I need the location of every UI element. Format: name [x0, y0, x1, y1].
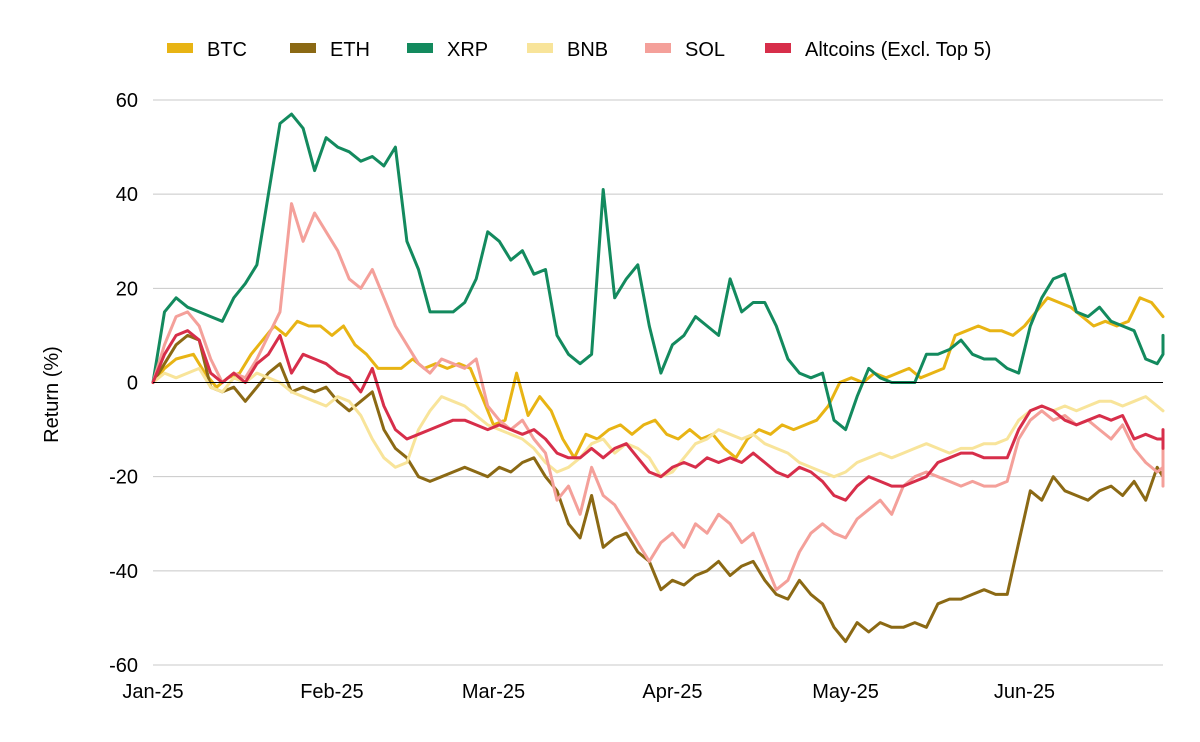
series-line-altcoins-excl-top-5: [151, 329, 1165, 502]
series-line-eth: [151, 333, 1165, 643]
legend-swatch: [765, 43, 791, 53]
legend-swatch: [290, 43, 316, 53]
legend-swatch: [645, 43, 671, 53]
legend-label: SOL: [685, 39, 725, 61]
y-tick-label: 0: [127, 373, 138, 395]
legend-label: BNB: [567, 39, 608, 61]
y-tick-label: -60: [109, 655, 138, 677]
y-tick-label: -40: [109, 561, 138, 583]
x-axis-ticks: Jan-25 Feb-25 Mar-25 Apr-25 May-25 Jun-25: [122, 681, 1055, 703]
x-tick-label: Feb-25: [300, 681, 363, 703]
y-tick-label: -20: [109, 467, 138, 489]
x-tick-label: May-25: [812, 681, 879, 703]
y-tick-label: 40: [116, 184, 138, 206]
legend-label: XRP: [447, 39, 488, 61]
series-lines: [151, 112, 1165, 643]
legend-swatch: [527, 43, 553, 53]
series-line-sol: [151, 202, 1165, 592]
y-tick-label: 60: [116, 90, 138, 112]
legend-swatch: [407, 43, 433, 53]
x-tick-label: Apr-25: [642, 681, 702, 703]
legend: BTC ETH XRP BNB SOL Altcoins (Excl. Top 5): [167, 39, 991, 61]
y-axis-title: Return (%): [41, 346, 63, 443]
legend-label: ETH: [330, 39, 370, 61]
legend-label: BTC: [207, 39, 247, 61]
x-tick-label: Jan-25: [122, 681, 183, 703]
series-line-btc: [151, 296, 1165, 460]
y-tick-label: 20: [116, 278, 138, 300]
legend-label: Altcoins (Excl. Top 5): [805, 39, 991, 61]
series-line-xrp: [151, 112, 1165, 432]
x-tick-label: Mar-25: [462, 681, 525, 703]
legend-swatch: [167, 43, 193, 53]
y-axis-ticks: 60 40 20 0 -20 -40 -60: [109, 90, 138, 677]
gridlines: [153, 99, 1163, 666]
x-tick-label: Jun-25: [994, 681, 1055, 703]
